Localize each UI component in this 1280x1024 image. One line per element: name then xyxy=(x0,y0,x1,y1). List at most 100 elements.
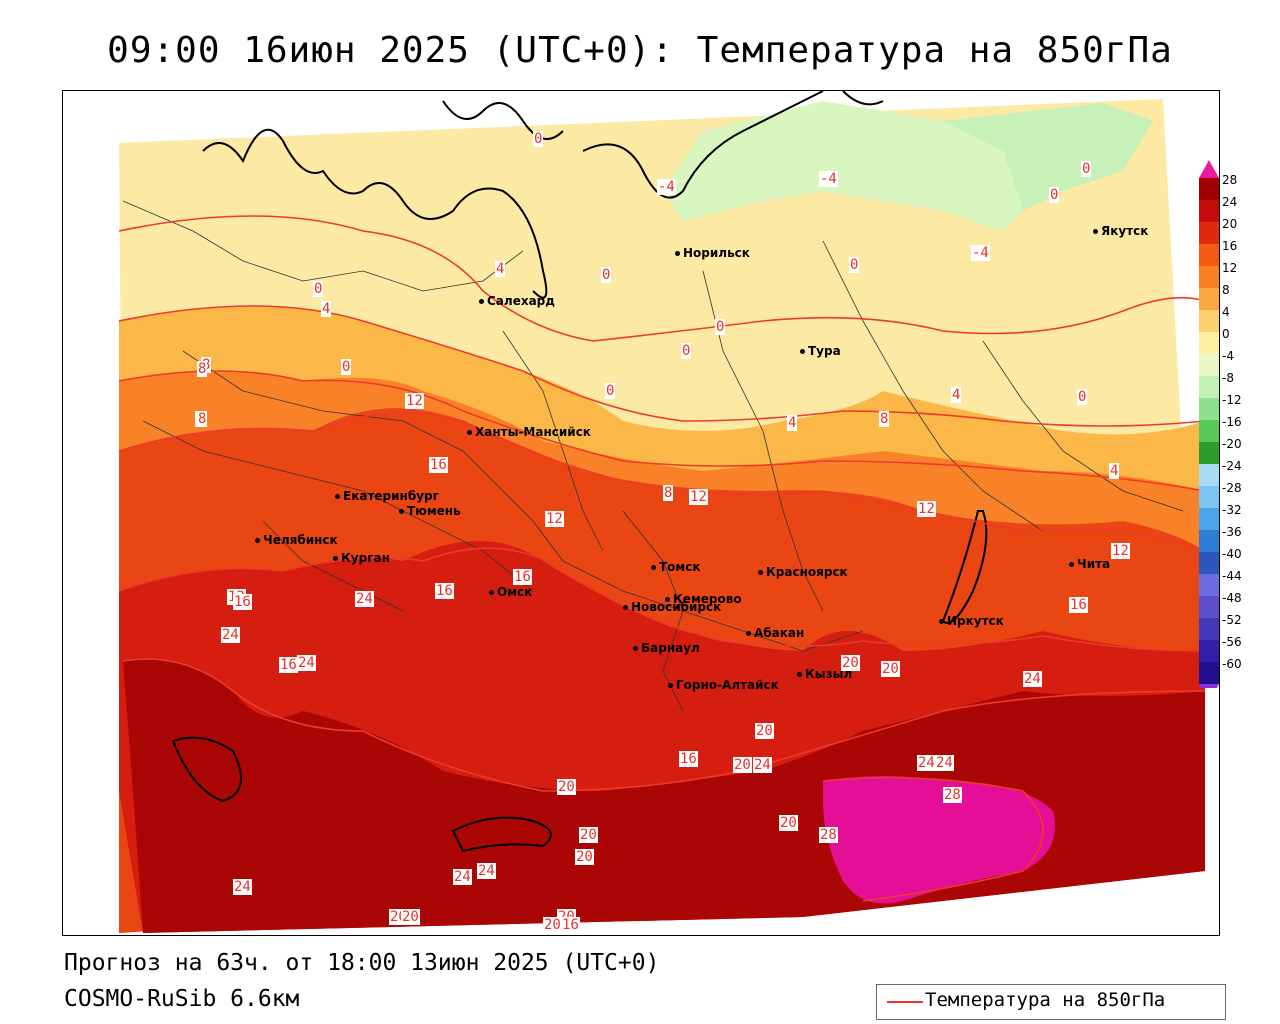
legend-line-swatch xyxy=(887,1001,923,1003)
contour-label: 0 xyxy=(533,131,544,147)
contour-label: 24 xyxy=(753,757,772,773)
city-dot xyxy=(746,631,751,636)
contour-label: 16 xyxy=(513,569,532,585)
city-marker: Чита xyxy=(1069,557,1110,571)
colorbar-top-arrow xyxy=(1199,160,1219,178)
temperature-field xyxy=(63,91,1219,935)
city-name: Салехард xyxy=(487,294,555,308)
contour-label: 20 xyxy=(543,917,562,933)
city-marker: Курган xyxy=(333,551,390,565)
colorbar-tick: 16 xyxy=(1222,239,1238,253)
contour-label: 20 xyxy=(733,757,752,773)
city-dot xyxy=(797,672,802,677)
contour-label: 24 xyxy=(297,655,316,671)
forecast-map[interactable]: 0 -4 -4 0 0 -4 0 4 0 4 0 0 0 0 8 0 4 0 4 8 12 16 12 8 12 4 8 12 12 16… xyxy=(62,90,1220,936)
city-marker: Якутск xyxy=(1093,224,1148,238)
model-info: COSMO-RuSib 6.6км xyxy=(64,986,300,1012)
city-name: Новосибирск xyxy=(631,600,722,614)
contour-label: 12 xyxy=(917,501,936,517)
city-marker: Тура xyxy=(800,344,841,358)
contour-label: 20 xyxy=(841,655,860,671)
contour-label: 16 xyxy=(561,917,580,933)
colorbar-tick: -8 xyxy=(1222,371,1234,385)
city-dot xyxy=(399,509,404,514)
city-dot xyxy=(939,619,944,624)
city-dot xyxy=(255,538,260,543)
city-marker: Екатеринбург xyxy=(335,489,439,503)
contour-label: 8 xyxy=(663,485,674,501)
forecast-info: Прогноз на 63ч. от 18:00 13июн 2025 (UTC… xyxy=(64,950,660,976)
city-name: Тюмень xyxy=(407,504,461,518)
contour-label: 12 xyxy=(689,489,708,505)
city-marker: Кемерово xyxy=(665,592,742,606)
colorbar-segment xyxy=(1199,508,1219,530)
city-dot xyxy=(467,430,472,435)
contour-label: 20 xyxy=(881,661,900,677)
city-dot xyxy=(665,597,670,602)
colorbar-tick: -44 xyxy=(1222,569,1242,583)
colorbar-segment xyxy=(1199,662,1219,684)
city-marker: Горно-Алтайск xyxy=(668,678,779,692)
colorbar-segment xyxy=(1199,354,1219,376)
contour-label: 0 xyxy=(715,319,726,335)
contour-label: 0 xyxy=(313,281,324,297)
city-dot xyxy=(479,299,484,304)
city-dot xyxy=(758,570,763,575)
contour-label: 12 xyxy=(545,511,564,527)
colorbar-segment xyxy=(1199,486,1219,508)
contour-label: 8 xyxy=(879,411,890,427)
temperature-colorbar xyxy=(1199,160,1219,688)
colorbar-tick: 20 xyxy=(1222,217,1238,231)
contour-label: 20 xyxy=(575,849,594,865)
contour-label: 8 xyxy=(197,411,208,427)
city-name: Екатеринбург xyxy=(343,489,439,503)
contour-label: -4 xyxy=(971,245,990,261)
colorbar-segment xyxy=(1199,222,1219,244)
city-marker: Абакан xyxy=(746,626,804,640)
map-legend: Температура на 850гПа xyxy=(876,984,1226,1020)
city-dot xyxy=(623,605,628,610)
city-name: Тура xyxy=(808,344,841,358)
contour-label: 12 xyxy=(1111,543,1130,559)
city-dot xyxy=(675,251,680,256)
contour-label: 20 xyxy=(779,815,798,831)
contour-label: 24 xyxy=(233,879,252,895)
contour-label: -4 xyxy=(657,179,676,195)
city-dot xyxy=(651,565,656,570)
contour-label: 28 xyxy=(819,827,838,843)
map-title: 09:00 16июн 2025 (UTC+0): Температура на… xyxy=(107,30,1173,71)
city-name: Абакан xyxy=(754,626,805,640)
city-name: Кызыл xyxy=(805,667,853,681)
city-name: Курган xyxy=(341,551,390,565)
colorbar-segment xyxy=(1199,266,1219,288)
colorbar-tick: -28 xyxy=(1222,481,1242,495)
colorbar-segment xyxy=(1199,332,1219,354)
contour-label: 0 xyxy=(1081,161,1092,177)
contour-label: 8 xyxy=(197,361,208,377)
contour-label: 12 xyxy=(405,393,424,409)
colorbar-tick: -56 xyxy=(1222,635,1242,649)
contour-label: 16 xyxy=(435,583,454,599)
colorbar-tick: -60 xyxy=(1222,657,1242,671)
city-name: Чита xyxy=(1077,557,1111,571)
contour-label: 0 xyxy=(681,343,692,359)
colorbar-segment xyxy=(1199,288,1219,310)
colorbar-tick: -40 xyxy=(1222,547,1242,561)
contour-label: 4 xyxy=(1109,463,1120,479)
colorbar-tick: -48 xyxy=(1222,591,1242,605)
city-marker: Ханты-Мансийск xyxy=(467,425,591,439)
city-name: Горно-Алтайск xyxy=(676,678,779,692)
colorbar-tick: -24 xyxy=(1222,459,1242,473)
contour-label: 0 xyxy=(601,267,612,283)
city-dot xyxy=(335,494,340,499)
city-marker: Кызыл xyxy=(797,667,852,681)
contour-label: 0 xyxy=(605,383,616,399)
colorbar-segment xyxy=(1199,442,1219,464)
contour-label: 16 xyxy=(1069,597,1088,613)
city-name: Якутск xyxy=(1101,224,1149,238)
city-name: Барнаул xyxy=(641,641,700,655)
contour-label: 16 xyxy=(233,594,252,610)
contour-label: 20 xyxy=(557,779,576,795)
contour-label: 24 xyxy=(355,591,374,607)
contour-label: 0 xyxy=(849,257,860,273)
